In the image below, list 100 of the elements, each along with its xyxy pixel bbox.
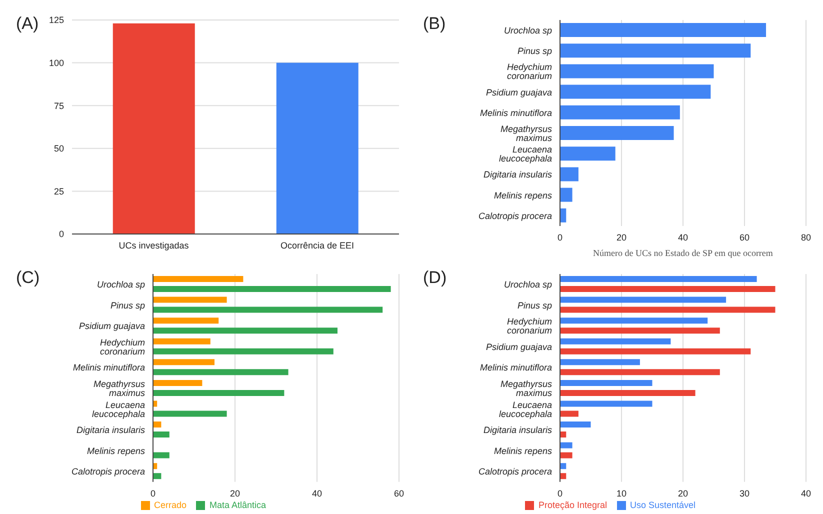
bar (560, 23, 766, 37)
bar (560, 380, 652, 386)
y-tick-label: Urochloa sp (504, 280, 552, 290)
y-tick-label: Psidium guajava (78, 321, 145, 332)
chart-title: (A) (16, 14, 39, 34)
y-tick-label: Megathyrsus maximus (500, 124, 552, 143)
bar (153, 422, 162, 428)
y-tick-label: Megathyrsus maximus (93, 379, 146, 398)
bar (153, 276, 244, 282)
bar (560, 306, 776, 313)
bar (153, 473, 162, 480)
bar (560, 442, 572, 448)
bar (560, 146, 616, 161)
bar (560, 286, 776, 292)
legend-label: Uso Sustentável (630, 500, 696, 510)
y-tick-label: Melinis repens (494, 446, 552, 456)
bar (153, 338, 210, 344)
y-tick-label: Psidium guajava (486, 87, 552, 98)
y-tick-label: 75 (54, 100, 64, 111)
bar (560, 188, 572, 202)
x-axis-title: Número de UCs no Estado de SP em que ocorrem (593, 248, 773, 258)
y-tick-label: Calotropis procera (478, 466, 552, 477)
y-tick-label: Hedychium coronarium (506, 316, 552, 336)
y-tick-label: Psidium guajava (486, 342, 552, 352)
y-tick-label: Digitaria insularis (483, 425, 552, 436)
y-tick-label: Melinis minutiflora (480, 108, 552, 118)
x-tick-label: 40 (312, 488, 322, 498)
bar (560, 410, 578, 417)
x-tick-label: 80 (800, 232, 812, 242)
x-tick-label: 10 (616, 488, 627, 498)
bar (560, 208, 566, 222)
bar (560, 328, 720, 334)
y-tick-label: Hedychium coronarium (100, 337, 146, 356)
bar (153, 348, 334, 354)
bar (560, 369, 720, 376)
bar (153, 432, 170, 438)
y-tick-label: Pinus sp (110, 300, 145, 310)
bar (560, 105, 680, 120)
bar (560, 276, 757, 282)
bar (560, 359, 640, 366)
legend-label: Mata Atlântica (209, 500, 266, 510)
y-tick-label: Melinis minutiflora (480, 362, 552, 373)
bar (560, 167, 578, 182)
y-tick-label: Urochloa sp (96, 280, 145, 290)
y-tick-label: Megathyrsus maximus (500, 379, 552, 398)
y-tick-label: Digitaria insularis (76, 425, 146, 436)
x-tick-label: 30 (739, 488, 750, 498)
y-tick-label: Melinis repens (494, 190, 552, 200)
bar (560, 64, 714, 78)
bar (153, 369, 288, 376)
x-tick-label: 20 (230, 488, 240, 498)
bar (153, 359, 214, 366)
bar (153, 410, 227, 417)
bar (560, 318, 708, 324)
y-tick-label: Calotropis procera (478, 210, 552, 221)
y-tick-label: Pinus sp (517, 46, 552, 56)
bar (153, 318, 219, 324)
bar (153, 390, 284, 396)
bar (560, 390, 696, 396)
y-tick-label: Calotropis procera (71, 466, 145, 477)
x-tick-label: 20 (678, 488, 688, 498)
y-tick-label: Leucaena leucocephala (498, 400, 552, 419)
x-tick-label: 40 (800, 488, 812, 498)
y-tick-label: 100 (48, 58, 64, 68)
x-tick-label: 20 (616, 232, 627, 242)
legend-label: Cerrado (154, 500, 186, 510)
bar (153, 286, 391, 292)
bar (560, 422, 591, 428)
x-tick-label: 0 (150, 488, 156, 498)
y-tick-label: Urochloa sp (504, 25, 552, 36)
y-tick-label: 25 (54, 186, 64, 196)
y-tick-label: Melinis minutiflora (72, 362, 145, 373)
y-tick-label: Hedychium coronarium (506, 62, 552, 82)
x-tick-label: Ocorrência de EEI (280, 240, 354, 250)
bar (153, 296, 227, 303)
x-tick-label: 60 (394, 488, 404, 498)
legend-label: Proteção Integral (538, 500, 607, 510)
bar (560, 44, 751, 58)
y-tick-label: 125 (48, 15, 64, 26)
y-tick-label: Digitaria insularis (483, 170, 552, 180)
x-tick-label: 0 (557, 488, 563, 498)
bar (560, 84, 711, 99)
bar (560, 126, 674, 140)
bar (153, 306, 383, 313)
x-tick-label: 60 (739, 232, 750, 242)
y-tick-label: Leucaena leucocephala (92, 400, 145, 419)
bar (560, 338, 671, 344)
bar (560, 296, 726, 303)
x-tick-label: 40 (678, 232, 688, 242)
bar (153, 452, 170, 458)
chart-title: (C) (16, 268, 40, 288)
y-tick-label: Leucaena leucocephala (498, 144, 552, 164)
y-tick-label: 50 (54, 144, 64, 154)
bar (560, 348, 751, 354)
x-tick-label: UCs investigadas (118, 240, 190, 250)
bar (560, 400, 652, 407)
y-tick-label: Melinis repens (86, 446, 146, 456)
bar (153, 328, 338, 334)
x-tick-label: 0 (557, 232, 563, 242)
bar (153, 380, 202, 386)
